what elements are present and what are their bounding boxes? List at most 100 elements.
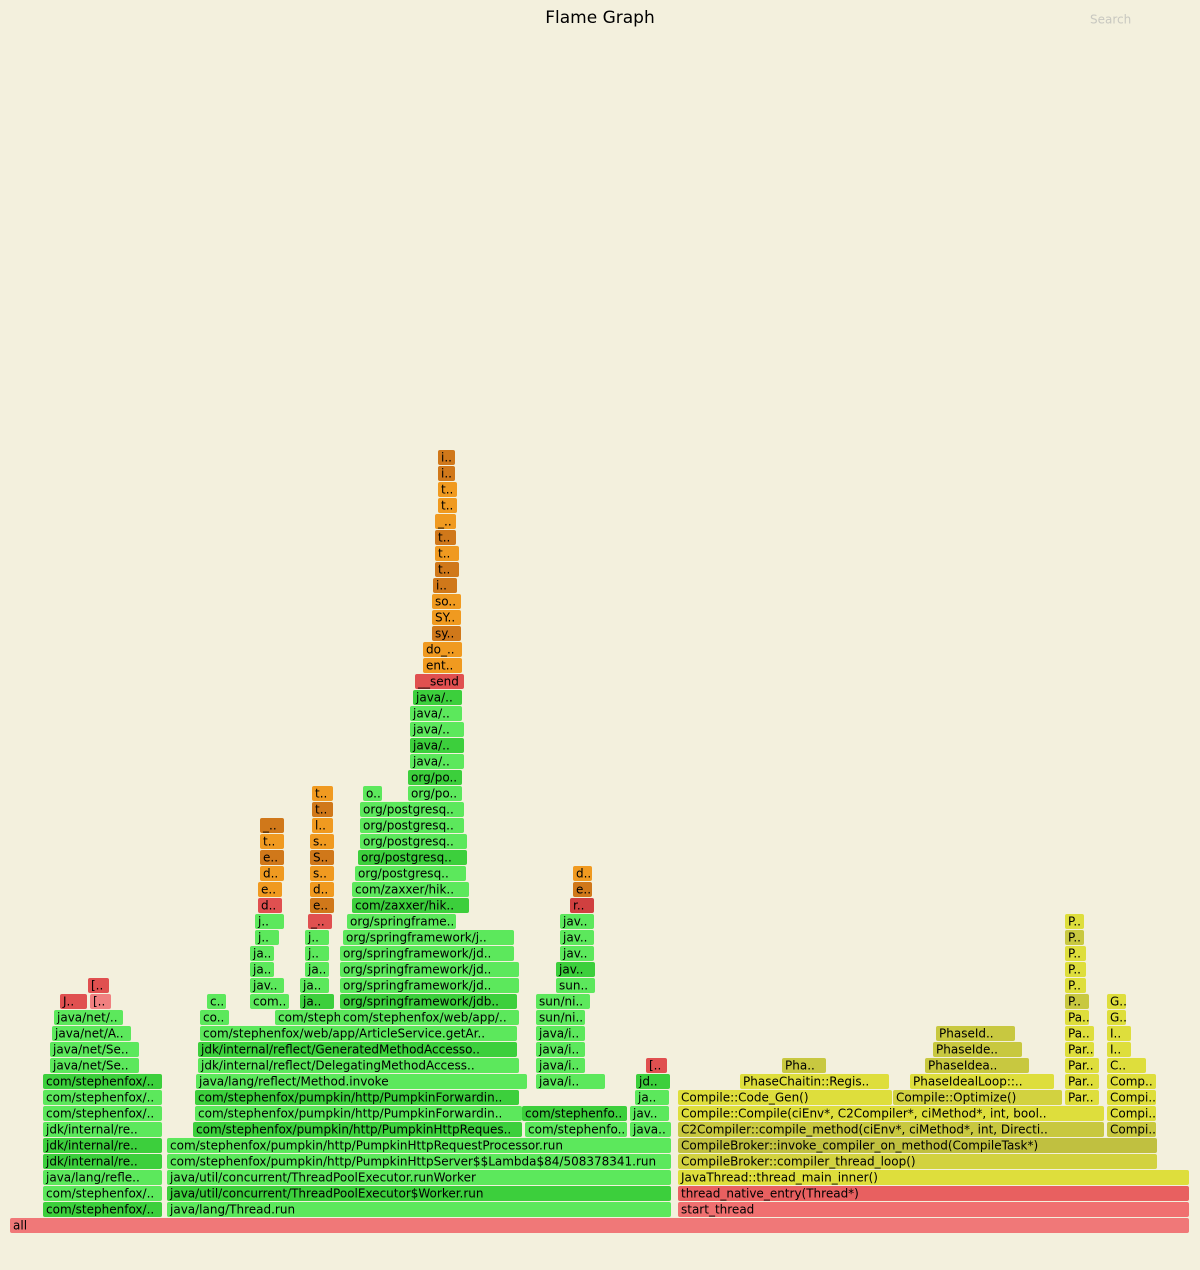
- frame: [1107, 1090, 1156, 1105]
- frame: [250, 962, 274, 977]
- frame: [50, 1058, 139, 1073]
- frame: [167, 1170, 671, 1185]
- frame: [250, 994, 289, 1009]
- frame-label: org/springframework/jd..: [343, 979, 491, 993]
- frame-label: java/net/A..: [54, 1027, 124, 1041]
- frame-label: org/springframework/j..: [346, 931, 487, 945]
- frame-label: P..: [1068, 979, 1081, 993]
- frame: [360, 818, 464, 833]
- frame-label: [..: [91, 979, 103, 993]
- frame: [312, 802, 333, 817]
- frame: [556, 978, 595, 993]
- frame-label: j..: [307, 931, 319, 945]
- frame-label: jav..: [562, 915, 588, 929]
- frame: [432, 594, 461, 609]
- frame: [678, 1154, 1157, 1169]
- frame: [310, 882, 334, 897]
- frame-label: org/springframe..: [350, 915, 454, 929]
- frame: [630, 1106, 669, 1121]
- frame-label: com/stephenfox/..: [46, 1107, 154, 1121]
- frame-label: t..: [315, 803, 327, 817]
- frame: [678, 1090, 892, 1105]
- frame-label: __send: [417, 675, 459, 689]
- frame: [90, 994, 111, 1009]
- frame: [43, 1138, 162, 1153]
- frame: [343, 930, 514, 945]
- frame-label: com/zaxxer/hik..: [355, 899, 454, 913]
- frame-label: org/postgresq..: [363, 803, 454, 817]
- frame-label: co..: [203, 1011, 224, 1025]
- frame-label: i..: [436, 579, 447, 593]
- search-button[interactable]: Search: [1090, 13, 1131, 27]
- frame-label: java/i..: [538, 1059, 579, 1073]
- frame-label: com/stephenfox/pumpkin/http/PumpkinHttpR…: [170, 1139, 563, 1153]
- frame: [195, 1106, 522, 1121]
- frame-label: java/lang/refle..: [45, 1171, 140, 1185]
- frame: [347, 914, 456, 929]
- frame-label: PhaseIdealLoop::..: [913, 1075, 1023, 1089]
- frame: [678, 1122, 1104, 1137]
- frame-label: t..: [438, 563, 450, 577]
- frame: [250, 946, 274, 961]
- frame-label: P..: [1068, 995, 1081, 1009]
- frame: [573, 882, 592, 897]
- frame-label: Compi..: [1110, 1091, 1156, 1105]
- frame: [305, 930, 329, 945]
- frame: [195, 1090, 519, 1105]
- frame-label: d..: [576, 867, 591, 881]
- frame: [556, 962, 595, 977]
- frame: [340, 978, 519, 993]
- frame-label: com/stephenfox/..: [46, 1187, 154, 1201]
- frame: [167, 1202, 671, 1217]
- frame: [352, 882, 469, 897]
- frame-label: java/net/Se..: [52, 1043, 129, 1057]
- frame-label: java/util/concurrent/ThreadPoolExecutor$…: [169, 1187, 484, 1201]
- frame: [410, 722, 464, 737]
- frame: [258, 882, 282, 897]
- frame: [43, 1090, 162, 1105]
- frame: [410, 754, 464, 769]
- frame-label: I..: [1110, 1027, 1121, 1041]
- frame: [1065, 1074, 1099, 1089]
- frame: [1065, 1010, 1089, 1025]
- frame: [438, 482, 457, 497]
- frame-label: i..: [441, 467, 452, 481]
- frame-label: e..: [261, 883, 276, 897]
- frame: [410, 738, 464, 753]
- frame: [438, 450, 455, 465]
- frame: [438, 498, 457, 513]
- frame-label: jd..: [638, 1075, 658, 1089]
- frame: [310, 834, 334, 849]
- frame: [167, 1138, 671, 1153]
- frame: [1107, 1042, 1131, 1057]
- frame-label: Pha..: [785, 1059, 815, 1073]
- frame-label: org/springframework/jdb..: [343, 995, 499, 1009]
- frame: [1065, 994, 1089, 1009]
- frame-label: java/lang/Thread.run: [169, 1203, 295, 1217]
- frame-label: _..: [437, 515, 452, 529]
- frame: [340, 946, 514, 961]
- frame-label: c..: [210, 995, 224, 1009]
- frame: [1065, 962, 1086, 977]
- frame: [936, 1026, 1015, 1041]
- frame: [310, 850, 334, 865]
- frame: [260, 834, 284, 849]
- frame: [435, 546, 459, 561]
- frame: [305, 946, 329, 961]
- frame-label: ja..: [307, 963, 326, 977]
- frame-label: org/po..: [411, 787, 457, 801]
- frame-label: i..: [441, 451, 452, 465]
- frame-label: t..: [315, 787, 327, 801]
- frame: [312, 818, 333, 833]
- frame: [560, 930, 594, 945]
- frame-label: jav..: [562, 947, 588, 961]
- frame-label: com/zaxxer/hik..: [355, 883, 454, 897]
- frame-label: e..: [576, 883, 591, 897]
- frame-label: do_..: [426, 643, 455, 657]
- frame: [255, 930, 279, 945]
- frame-label: jav..: [558, 963, 584, 977]
- frame-label: P..: [1068, 931, 1081, 945]
- frame: [360, 802, 464, 817]
- frame: [43, 1122, 162, 1137]
- frame-label: ja..: [302, 995, 321, 1009]
